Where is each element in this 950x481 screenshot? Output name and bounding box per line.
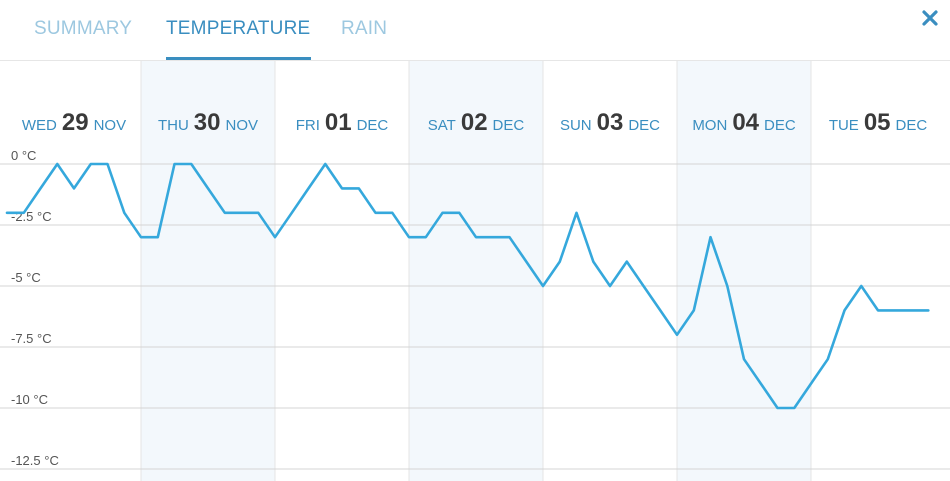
tab-bar: SUMMARY TEMPERATURE RAIN: [0, 0, 950, 61]
y-tick-label: -7.5 °C: [11, 331, 52, 346]
day-header: MON 04 DEC: [692, 109, 796, 136]
day-number: 29: [62, 109, 89, 136]
day-header: SUN 03 DEC: [560, 109, 660, 136]
temperature-chart: 0 °C -2.5 °C -5 °C -7.5 °C -10 °C -12.5 °C WE…: [0, 61, 950, 481]
close-button[interactable]: [918, 6, 944, 32]
day-header: WED 29 NOV: [22, 109, 126, 136]
day-column-shade: [677, 61, 811, 481]
y-tick-label: 0 °C: [11, 148, 36, 163]
day-number: 30: [194, 109, 221, 136]
y-tick-label: -2.5 °C: [11, 209, 52, 224]
month-label: NOV: [94, 117, 127, 134]
day-header: THU 30 NOV: [158, 109, 258, 136]
day-header: TUE 05 DEC: [829, 109, 928, 136]
active-tab-indicator: [166, 57, 311, 60]
day-number: 03: [597, 109, 624, 136]
month-label: DEC: [493, 117, 525, 134]
day-column-shade: [141, 61, 275, 481]
y-tick-label: -5 °C: [11, 270, 41, 285]
month-label: DEC: [628, 117, 660, 134]
tab-rain[interactable]: RAIN: [341, 18, 388, 39]
day-header: FRI 01 DEC: [296, 109, 389, 136]
month-label: DEC: [357, 117, 389, 134]
day-of-week: THU: [158, 117, 189, 134]
day-number: 05: [864, 109, 891, 136]
day-header: SAT 02 DEC: [428, 109, 525, 136]
day-number: 01: [325, 109, 352, 136]
close-icon: [922, 10, 938, 26]
day-of-week: FRI: [296, 117, 320, 134]
day-column-shade: [409, 61, 543, 481]
month-label: NOV: [226, 117, 259, 134]
day-number: 02: [461, 109, 488, 136]
tab-summary[interactable]: SUMMARY: [34, 18, 133, 39]
month-label: DEC: [896, 117, 928, 134]
y-tick-label: -12.5 °C: [11, 453, 59, 468]
day-of-week: MON: [692, 117, 727, 134]
temperature-line: [5, 162, 930, 410]
day-of-week: WED: [22, 117, 57, 134]
day-number: 04: [732, 109, 759, 136]
tab-temperature[interactable]: TEMPERATURE: [166, 18, 311, 39]
y-tick-label: -10 °C: [11, 392, 48, 407]
month-label: DEC: [764, 117, 796, 134]
day-of-week: TUE: [829, 117, 859, 134]
day-of-week: SAT: [428, 117, 456, 134]
day-of-week: SUN: [560, 117, 592, 134]
